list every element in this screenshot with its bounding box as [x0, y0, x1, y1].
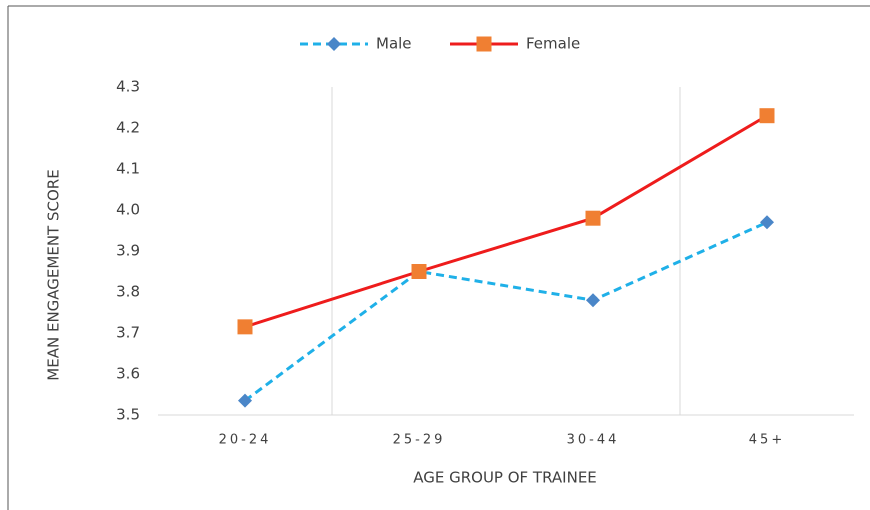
y-axis-label: MEAN ENGAGEMENT SCORE — [45, 169, 63, 380]
y-tick-label: 3.8 — [116, 283, 140, 301]
point-marker — [238, 393, 252, 408]
y-tick-label: 3.9 — [116, 242, 140, 260]
x-tick-label: 25-29 — [393, 433, 446, 448]
y-tick-label: 4.2 — [116, 119, 140, 137]
point-marker — [237, 319, 253, 335]
point-marker — [759, 108, 775, 124]
x-tick-label: 20-24 — [219, 433, 272, 448]
x-tick-label: 30-44 — [567, 433, 620, 448]
x-axis-label: AGE GROUP OF TRAINEE — [413, 469, 597, 487]
point-marker — [585, 210, 601, 226]
y-tick-label: 4.3 — [116, 78, 140, 96]
series-line — [244, 114, 768, 329]
y-tick-label: 3.7 — [116, 324, 140, 342]
point-marker — [411, 264, 427, 279]
y-tick-label: 3.6 — [116, 365, 140, 383]
series-line — [244, 220, 768, 402]
legend-marker — [327, 37, 341, 51]
legend-marker — [476, 36, 492, 52]
legend-label: Male — [376, 35, 412, 53]
y-tick-label: 3.5 — [116, 406, 140, 424]
point-marker — [586, 293, 600, 308]
y-tick-label: 4.1 — [116, 160, 140, 178]
y-tick-label: 4.0 — [116, 201, 140, 219]
x-tick-label: 45+ — [749, 433, 785, 448]
legend-label: Female — [526, 35, 580, 53]
point-marker — [760, 215, 774, 230]
